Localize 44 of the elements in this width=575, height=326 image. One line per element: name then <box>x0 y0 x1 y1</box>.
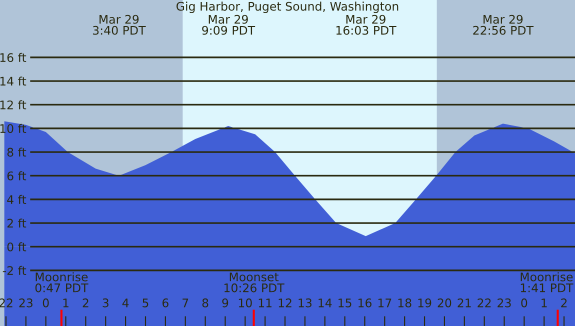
y-tick-label: 16 ft <box>0 52 26 62</box>
y-tick-label: 8 ft <box>7 148 26 157</box>
x-tick-label: 1 <box>63 298 68 308</box>
x-tick-label: 16 <box>358 298 372 308</box>
annotation: Mar 29 22:56 PDT <box>473 14 534 35</box>
x-tick-label: 2 <box>82 298 88 308</box>
x-tick-label: 13 <box>298 298 312 308</box>
annotation: Mar 29 16:03 PDT <box>336 14 396 35</box>
annotation: Mar 29 9:09 PDT <box>202 14 256 35</box>
x-tick-label: 7 <box>182 298 188 308</box>
y-tick-label: 12 ft <box>0 100 26 110</box>
y-tick-label: 4 ft <box>7 194 26 204</box>
x-tick-label: 14 <box>318 298 332 308</box>
x-tick-label: 19 <box>418 298 432 308</box>
x-tick-label: 20 <box>438 298 452 308</box>
y-tick-label: 6 ft <box>7 171 26 180</box>
x-tick-label: 11 <box>258 298 272 308</box>
y-tick-label: 0 ft <box>7 242 26 252</box>
x-tick-label: 23 <box>498 298 511 308</box>
x-tick-label: 6 <box>162 298 168 308</box>
x-tick-label: 0 <box>521 298 528 308</box>
x-tick-label: 4 <box>122 298 129 308</box>
y-tick-label: 2 ft <box>7 218 26 228</box>
x-tick-label: 1 <box>542 298 547 308</box>
x-tick-label: 22 <box>478 298 491 308</box>
ref-line-label: Moonrise 1:41 PDT <box>520 272 574 292</box>
x-tick-label: 18 <box>398 298 412 308</box>
x-tick-label: 15 <box>338 298 352 308</box>
x-tick-label: 12 <box>278 298 292 308</box>
x-tick-label: 9 <box>222 298 228 308</box>
x-tick-label: 3 <box>102 298 108 308</box>
x-tick-label: 10 <box>238 298 252 308</box>
ref-line-label: Moonset 10:26 PDT <box>224 272 284 292</box>
x-tick-label: 0 <box>42 298 49 308</box>
chart-title: Gig Harbor, Puget Sound, Washington <box>176 2 398 14</box>
x-tick-label: 21 <box>458 298 471 308</box>
x-tick-label: 8 <box>202 298 208 308</box>
x-tick-label: 23 <box>19 298 32 308</box>
x-tick-label: 2 <box>561 298 567 308</box>
y-tick-label: 14 ft <box>0 76 26 86</box>
x-tick-label: 5 <box>142 298 148 308</box>
ref-line-label: Moonrise 0:47 PDT <box>35 272 88 292</box>
x-tick-label: 17 <box>378 298 392 308</box>
annotation: Mar 29 3:40 PDT <box>92 14 146 35</box>
